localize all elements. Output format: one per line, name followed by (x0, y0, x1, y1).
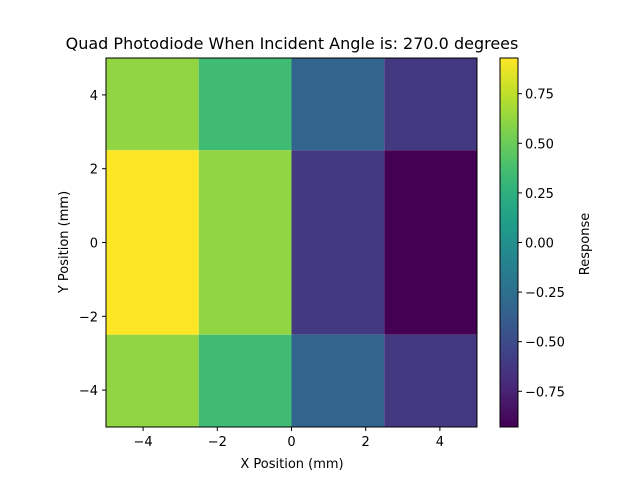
x-tick-label: 2 (362, 435, 370, 450)
heatmap-cell (106, 334, 199, 427)
colorbar-tick-label: −0.50 (525, 336, 565, 351)
heatmap-cell (384, 334, 477, 427)
x-axis-label: X Position (mm) (240, 457, 343, 472)
y-tick-label: 4 (90, 89, 98, 104)
colorbar-tick-label: 0.75 (525, 88, 554, 103)
x-tick-label: 0 (287, 435, 295, 450)
heatmap-cell (106, 150, 199, 335)
x-tick-label: −2 (208, 435, 227, 450)
colorbar-tick-label: 0.50 (525, 137, 554, 152)
heatmap-cell (291, 150, 385, 335)
y-tick-label: 2 (90, 163, 98, 178)
x-tick-label: 4 (436, 435, 444, 450)
y-tick-label: −4 (79, 384, 98, 399)
heatmap-cell (106, 58, 199, 151)
heatmap-cell (384, 58, 477, 151)
y-axis-ticks: 4 2 0 −2 −4 (79, 89, 106, 399)
y-tick-label: 0 (90, 237, 98, 252)
y-tick-label: −2 (79, 310, 98, 325)
colorbar (499, 57, 519, 428)
colorbar-tick-label: −0.25 (525, 286, 565, 301)
chart-title: Quad Photodiode When Incident Angle is: … (66, 34, 519, 53)
heatmap-cell (198, 150, 292, 335)
colorbar-tick-label: 0.25 (525, 187, 554, 202)
x-tick-label: −4 (134, 435, 153, 450)
colorbar-label: Response (578, 213, 593, 275)
heatmap-cell (291, 334, 385, 427)
colorbar-tick-label: −0.75 (525, 385, 565, 400)
x-axis-ticks: −4 −2 0 2 4 (134, 427, 444, 450)
heatmap-cell (198, 334, 292, 427)
heatmap-cell (198, 58, 292, 151)
colorbar-ticks: 0.75 0.50 0.25 0.00 −0.25 −0.50 −0.75 (518, 88, 565, 400)
heatmap-cell (291, 58, 385, 151)
heatmap-cell (384, 150, 477, 335)
y-axis-label: Y Position (mm) (57, 191, 72, 294)
heatmap-cells (106, 58, 477, 427)
colorbar-tick-label: 0.00 (525, 237, 554, 252)
